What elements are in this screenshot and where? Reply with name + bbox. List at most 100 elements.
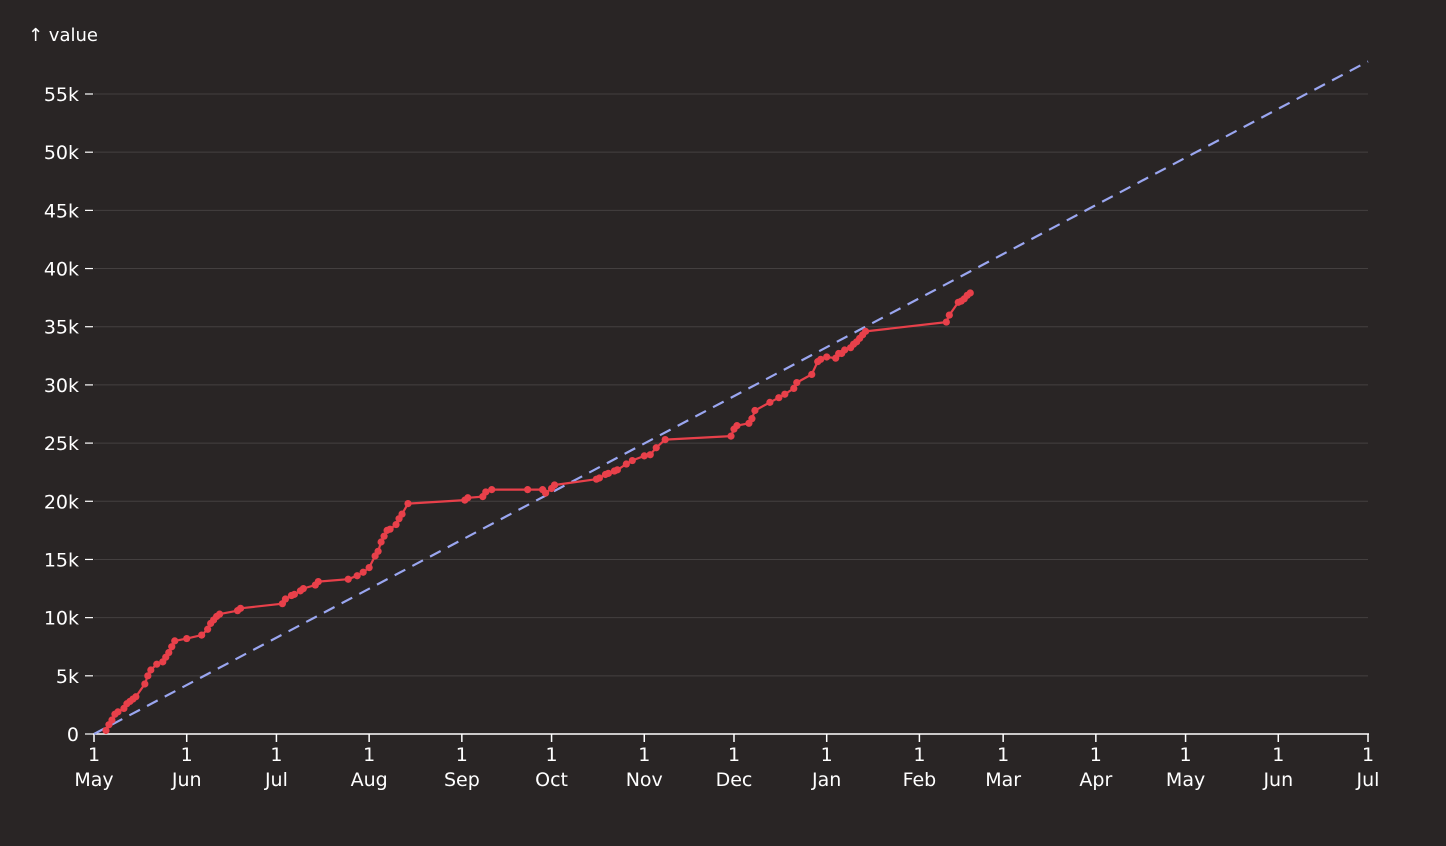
data-point bbox=[236, 604, 245, 612]
x-tick-day: 1 bbox=[363, 744, 375, 766]
data-point bbox=[482, 488, 490, 496]
y-tick-label: 50k bbox=[44, 142, 79, 164]
data-point bbox=[595, 474, 604, 482]
data-point bbox=[775, 394, 783, 402]
x-tick-month: May bbox=[1166, 769, 1205, 791]
y-tick-label: 20k bbox=[44, 491, 79, 513]
y-tick-label: 30k bbox=[44, 375, 79, 397]
x-tick-month: Jul bbox=[1356, 769, 1380, 791]
data-point bbox=[153, 660, 161, 668]
data-point bbox=[727, 432, 735, 440]
data-point bbox=[374, 547, 382, 555]
x-tick-month: Jun bbox=[171, 769, 202, 791]
data-point bbox=[314, 577, 322, 586]
data-point bbox=[661, 436, 669, 444]
data-point bbox=[622, 460, 630, 468]
data-point bbox=[541, 489, 550, 497]
x-axis: 1 May 1 Jun 1 Jul 1 Aug 1 Sep 1 Oct 1 Nov 1 Dec 1 Jan 1 Feb… bbox=[74, 733, 1380, 791]
data-point bbox=[604, 469, 612, 477]
data-point bbox=[377, 538, 385, 546]
data-point bbox=[550, 481, 559, 489]
x-tick-month: Dec bbox=[716, 769, 753, 791]
data-point bbox=[488, 486, 496, 494]
y-axis: 0 5k 10k 15k 20k 25k 30k 35k 40k 45k 50k 55k bbox=[44, 84, 93, 746]
data-point bbox=[790, 384, 798, 392]
x-tick-month: Jun bbox=[1262, 769, 1293, 791]
data-point bbox=[464, 494, 472, 502]
data-point bbox=[344, 575, 352, 583]
data-point bbox=[168, 643, 176, 651]
data-point bbox=[841, 346, 849, 354]
x-tick-day: 1 bbox=[728, 744, 740, 766]
data-point bbox=[733, 422, 741, 430]
data-point bbox=[942, 318, 950, 326]
x-tick-day: 1 bbox=[1180, 744, 1192, 766]
data-point bbox=[628, 456, 636, 465]
x-tick-month: Oct bbox=[535, 769, 568, 791]
y-tick-label: 15k bbox=[44, 549, 79, 571]
data-point bbox=[861, 327, 870, 335]
y-tick-label: 45k bbox=[44, 200, 79, 222]
x-tick-month: Sep bbox=[444, 769, 480, 791]
data-point bbox=[132, 693, 140, 701]
data-point bbox=[945, 311, 953, 319]
data-point bbox=[793, 378, 801, 387]
data-point bbox=[147, 666, 155, 674]
x-tick-day: 1 bbox=[181, 744, 193, 766]
y-tick-label: 10k bbox=[44, 608, 79, 630]
y-tick-label: 35k bbox=[44, 317, 79, 339]
x-tick-day: 1 bbox=[913, 744, 925, 766]
data-point bbox=[359, 568, 367, 576]
data-point bbox=[766, 398, 774, 406]
x-tick-month: Jul bbox=[264, 769, 288, 791]
data-point bbox=[114, 708, 122, 716]
x-tick-day: 1 bbox=[546, 744, 558, 766]
data-point bbox=[102, 726, 110, 735]
x-tick-day: 1 bbox=[997, 744, 1009, 766]
data-point bbox=[216, 610, 224, 618]
y-axis-label: ↑ value bbox=[28, 25, 98, 46]
data-point bbox=[380, 532, 388, 540]
data-point bbox=[165, 648, 173, 657]
data-point bbox=[365, 564, 373, 572]
data-point bbox=[392, 520, 400, 529]
x-tick-day: 1 bbox=[270, 744, 282, 766]
data-point bbox=[141, 680, 149, 688]
data-point bbox=[646, 451, 654, 459]
y-tick-label: 55k bbox=[44, 84, 79, 106]
data-point bbox=[748, 415, 756, 423]
data-point bbox=[386, 525, 394, 533]
data-point bbox=[808, 370, 816, 379]
data-point bbox=[204, 625, 212, 633]
data-point bbox=[108, 716, 116, 724]
data-point bbox=[781, 390, 789, 398]
x-tick-month: May bbox=[74, 769, 113, 791]
x-tick-month: Aug bbox=[351, 769, 388, 791]
y-tick-label: 25k bbox=[44, 433, 79, 455]
data-point bbox=[398, 510, 406, 518]
x-tick-day: 1 bbox=[88, 744, 100, 766]
data-point bbox=[823, 353, 831, 361]
data-point bbox=[171, 637, 179, 645]
data-point bbox=[524, 486, 532, 494]
target-line-layer bbox=[93, 60, 1369, 735]
series-layer bbox=[102, 289, 974, 735]
x-tick-day: 1 bbox=[1090, 744, 1102, 766]
x-tick-day: 1 bbox=[456, 744, 468, 766]
data-point bbox=[299, 584, 307, 593]
x-tick-month: Apr bbox=[1079, 769, 1112, 791]
data-point bbox=[404, 500, 412, 508]
x-tick-month: Nov bbox=[626, 769, 663, 791]
y-tick-label: 40k bbox=[44, 259, 79, 281]
data-point bbox=[640, 452, 648, 460]
x-tick-month: Mar bbox=[985, 769, 1021, 791]
x-tick-day: 1 bbox=[1362, 744, 1374, 766]
x-tick-month: Jan bbox=[811, 769, 841, 791]
x-tick-day: 1 bbox=[638, 744, 650, 766]
series-line bbox=[105, 292, 971, 732]
y-tick-label: 5k bbox=[56, 666, 79, 688]
target-trend-line bbox=[93, 60, 1369, 735]
data-point bbox=[281, 595, 289, 603]
data-point bbox=[751, 406, 759, 415]
